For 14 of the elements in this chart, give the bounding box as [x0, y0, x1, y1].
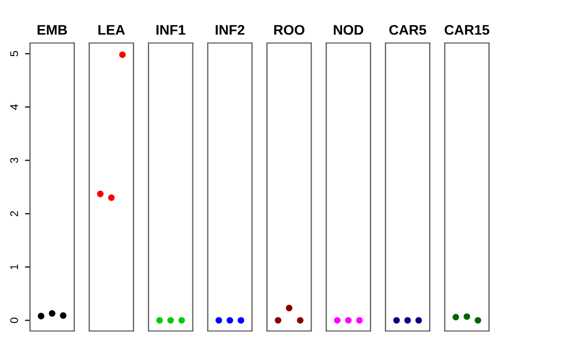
x-tick-label: CAR5 [389, 24, 426, 35]
x-tick-label: ROO [274, 24, 304, 35]
x-tick-label: LEA [98, 25, 125, 35]
x-tick-label: INF2 [216, 24, 244, 35]
x-tick-label: CAR15 [444, 24, 490, 35]
y-tick-label: 0 [10, 318, 18, 323]
y-tick-label: 1 [10, 264, 18, 270]
y-tick-label: 3 [10, 158, 18, 163]
x-tick-label: EMB [38, 25, 67, 35]
y-tick-label: 5 [10, 51, 18, 56]
x-tick-label: NOD [334, 24, 364, 35]
y-tick-label: 2 [10, 211, 18, 216]
y-tick-label: 4 [10, 104, 18, 110]
x-tick-label: INF1 [156, 25, 186, 35]
